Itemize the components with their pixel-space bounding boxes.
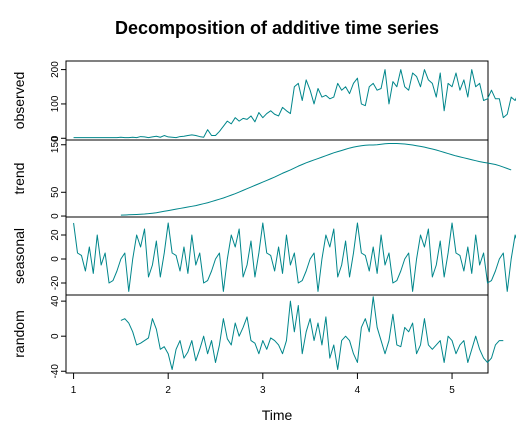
panel-random: -40 0 40 random — [11, 294, 504, 379]
chart-title: Decomposition of additive time series — [115, 18, 439, 38]
x-tick-label: 3 — [260, 385, 266, 396]
y-tick-label: 200 — [50, 61, 61, 78]
panel-frame — [65, 294, 489, 374]
panel-frame — [65, 139, 489, 218]
x-axis-label: Time — [262, 407, 293, 423]
y-tick-label: 40 — [50, 295, 61, 307]
trend-series-line — [120, 143, 512, 216]
y-tick-label: 0 — [50, 135, 61, 141]
y-tick-label: 0 — [50, 213, 61, 219]
x-tick-label: 2 — [165, 385, 171, 396]
y-tick-label: 0 — [50, 256, 61, 262]
panel-ylabel-seasonal: seasonal — [11, 228, 27, 284]
y-tick-label: 20 — [50, 229, 61, 241]
panels-layer: 0 100 200 observed 0 50 150 trend -20 0 20 seasonal… — [11, 60, 516, 379]
panel-observed: 0 100 200 observed — [11, 60, 516, 141]
panel-ylabel-trend: trend — [11, 163, 27, 195]
y-tick-label: -40 — [50, 364, 61, 379]
y-tick-label: 0 — [50, 333, 61, 339]
x-tick-label: 5 — [449, 385, 455, 396]
seasonal-series-line — [73, 222, 516, 292]
observed-series-line — [73, 69, 516, 139]
y-tick-label: 150 — [50, 136, 61, 153]
x-axis: 1 2 3 4 5 — [71, 373, 455, 396]
panel-frame — [65, 60, 489, 141]
panel-trend: 0 50 150 trend — [11, 136, 512, 219]
panel-ylabel-random: random — [11, 310, 27, 357]
x-tick-label: 1 — [71, 385, 77, 396]
panel-ylabel-observed: observed — [11, 72, 27, 130]
random-series-line — [120, 296, 504, 370]
y-tick-label: -20 — [50, 275, 61, 290]
x-tick-label: 4 — [355, 385, 361, 396]
y-tick-label: 50 — [50, 186, 61, 198]
panel-seasonal: -20 0 20 seasonal — [11, 216, 516, 296]
y-tick-label: 100 — [50, 95, 61, 112]
